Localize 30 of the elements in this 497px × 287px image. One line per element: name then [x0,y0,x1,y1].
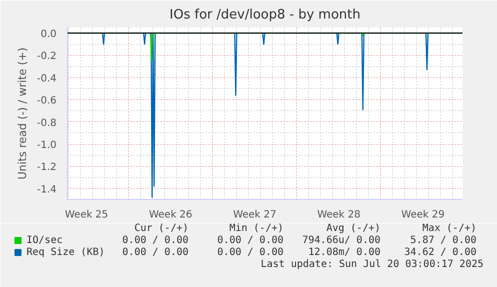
text: Last update: Sun Jul 20 03:00:17 2025 [260,259,484,270]
text: Avg (-/+) [326,223,381,234]
y-tick-label: -0.6 [36,96,57,107]
text: 5.87 / 0.00 [410,235,477,246]
y-tick-label: -0.8 [36,118,57,129]
text: Min (-/+) [229,223,284,234]
text: 0.00 / 0.00 [122,247,189,258]
x-tick-label: Week 26 [148,210,192,220]
x-tick-label: Week 28 [317,210,361,220]
legend-label: Req Size (KB) [26,247,105,258]
y-tick-label: -1.2 [36,162,57,174]
text: 0.00 / 0.00 [122,235,189,246]
text: 794.66u/ 0.00 [302,235,381,246]
text: Max (-/+) [422,223,477,234]
text: Cur (-/+) [134,223,189,234]
x-tick-label: Week 27 [233,210,276,220]
x-tick-label: Week 29 [401,210,445,220]
text: 12.08m/ 0.00 [308,247,381,258]
y-tick-label: -0.4 [36,73,57,84]
y-axis-title: Units read (-) / write (+) [16,47,29,180]
text: 0.00 / 0.00 [217,235,284,246]
text: 0.00 / 0.00 [217,247,284,258]
chart-title: IOs for /dev/loop8 - by month [170,8,360,22]
y-tick-label: -0.2 [36,51,57,62]
x-tick-label: Week 25 [64,210,108,220]
legend-label: IO/sec [26,235,63,246]
y-tick-label: -1.4 [36,184,57,196]
text: 34.62 / 0.00 [404,247,477,258]
y-tick-label: -1.0 [36,140,57,152]
y-tick-label: 0.0 [40,29,57,40]
